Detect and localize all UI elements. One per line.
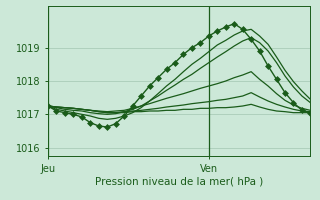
X-axis label: Pression niveau de la mer( hPa ): Pression niveau de la mer( hPa ) <box>95 176 263 186</box>
